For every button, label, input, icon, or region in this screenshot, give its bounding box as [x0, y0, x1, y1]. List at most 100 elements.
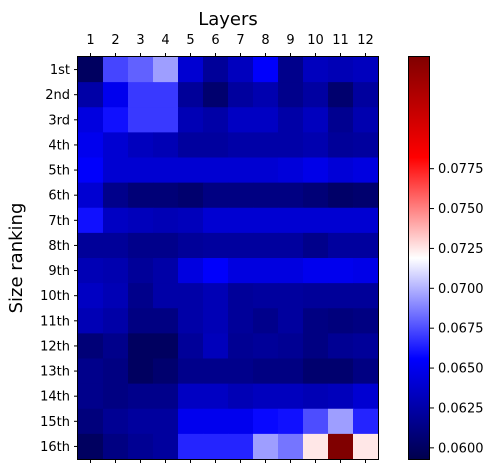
heatmap-cell — [353, 333, 379, 359]
heatmap-cell — [128, 283, 154, 309]
heatmap-cell — [103, 157, 129, 184]
x-tick-label: 12 — [357, 33, 374, 48]
heatmap-cell — [253, 157, 279, 184]
heatmap-cell — [78, 333, 104, 359]
heatmap-cell — [128, 82, 154, 108]
heatmap-cell — [228, 333, 254, 359]
heatmap-cell — [178, 408, 204, 435]
heatmap-cell — [228, 358, 254, 385]
heatmap-cell — [228, 383, 254, 410]
colorbar-tick-labels: 0.0600 0.0625 0.0650 0.0675 0.0700 0.0725 0.07… — [430, 162, 484, 456]
heatmap-cell — [128, 258, 154, 284]
heatmap-cell — [303, 358, 329, 385]
heatmap-cell — [278, 232, 304, 259]
colorbar-tick-label: 0.0625 — [438, 401, 484, 416]
x-tick-label: 10 — [307, 33, 324, 48]
heatmap-cell — [103, 182, 129, 209]
heatmap-cell — [153, 57, 179, 83]
heatmap-cell — [128, 207, 154, 234]
heatmap-cell — [203, 258, 229, 284]
heatmap-cell — [78, 107, 104, 133]
heatmap-cell — [253, 107, 279, 133]
y-tick-label: 2nd — [45, 88, 70, 103]
heatmap-cell — [178, 82, 204, 108]
heatmap-cell — [128, 157, 154, 184]
y-tick-label: 10th — [40, 289, 70, 304]
x-tick-label: 7 — [236, 33, 244, 48]
heatmap-cell — [103, 408, 129, 435]
y-tick-label: 1st — [50, 63, 70, 78]
heatmap-cell — [328, 107, 354, 133]
heatmap-cell — [278, 333, 304, 359]
y-tick-label: 6th — [48, 189, 70, 204]
heatmap-cell — [278, 308, 304, 334]
heatmap-cell — [353, 57, 379, 83]
heatmap-cell — [353, 383, 379, 410]
heatmap-cell — [303, 408, 329, 435]
heatmap-cell — [128, 408, 154, 435]
heatmap-cell — [303, 258, 329, 284]
heatmap-cell — [328, 408, 354, 435]
y-tick-label: 15th — [40, 415, 70, 430]
x-tick-label: 11 — [332, 33, 349, 48]
heatmap-cell — [253, 283, 279, 309]
heatmap-cell — [303, 157, 329, 184]
x-tick-label: 5 — [186, 33, 194, 48]
x-tick-label: 2 — [111, 33, 119, 48]
heatmap-cell — [128, 132, 154, 158]
heatmap-cell — [303, 182, 329, 209]
heatmap-cell — [128, 308, 154, 334]
heatmap-cell — [128, 383, 154, 410]
x-tick-labels: 1 2 3 4 5 6 7 8 9 10 11 12 — [86, 33, 374, 463]
heatmap-cell — [103, 207, 129, 234]
heatmap-cell — [328, 433, 354, 460]
plot-frame — [77, 56, 379, 460]
heatmap-cell — [178, 308, 204, 334]
heatmap-cell — [278, 82, 304, 108]
heatmap-cell — [328, 182, 354, 209]
heatmap-cell — [128, 182, 154, 209]
heatmap-cell — [128, 57, 154, 83]
heatmap-cell — [303, 232, 329, 259]
heatmap-cell — [178, 207, 204, 234]
heatmap-cell — [303, 308, 329, 334]
heatmap-cell — [203, 383, 229, 410]
heatmap-cell — [328, 258, 354, 284]
heatmap-cell — [253, 207, 279, 234]
heatmap-cell — [103, 383, 129, 410]
y-tick-label: 12th — [40, 339, 70, 354]
heatmap-cell — [203, 57, 229, 83]
heatmap-cell — [303, 57, 329, 83]
heatmap-cell — [103, 107, 129, 133]
heatmap-cell — [278, 207, 304, 234]
heatmap-cell — [353, 107, 379, 133]
heatmap-cell — [178, 383, 204, 410]
heatmap-cell — [78, 157, 104, 184]
heatmap-cell — [78, 182, 104, 209]
heatmap-cells — [78, 57, 379, 460]
heatmap-cell — [78, 283, 104, 309]
y-axis-label: Size ranking — [6, 203, 27, 314]
heatmap-cell — [178, 333, 204, 359]
heatmap-cell — [203, 408, 229, 435]
heatmap-cell — [153, 308, 179, 334]
y-tick-label: 11th — [40, 314, 70, 329]
heatmap-cell — [278, 157, 304, 184]
heatmap-cell — [228, 182, 254, 209]
y-tick-label: 3rd — [48, 113, 70, 128]
heatmap-cell — [153, 408, 179, 435]
heatmap-cell — [103, 132, 129, 158]
heatmap-cell — [153, 107, 179, 133]
heatmap-cell — [203, 82, 229, 108]
heatmap-cell — [103, 333, 129, 359]
heatmap-cell — [228, 57, 254, 83]
heatmap-cell — [328, 132, 354, 158]
heatmap-cell — [203, 433, 229, 460]
heatmap-cell — [78, 132, 104, 158]
heatmap-cell — [278, 408, 304, 435]
heatmap-cell — [228, 283, 254, 309]
heatmap-cell — [353, 283, 379, 309]
heatmap-cell — [353, 232, 379, 259]
heatmap-cell — [153, 358, 179, 385]
